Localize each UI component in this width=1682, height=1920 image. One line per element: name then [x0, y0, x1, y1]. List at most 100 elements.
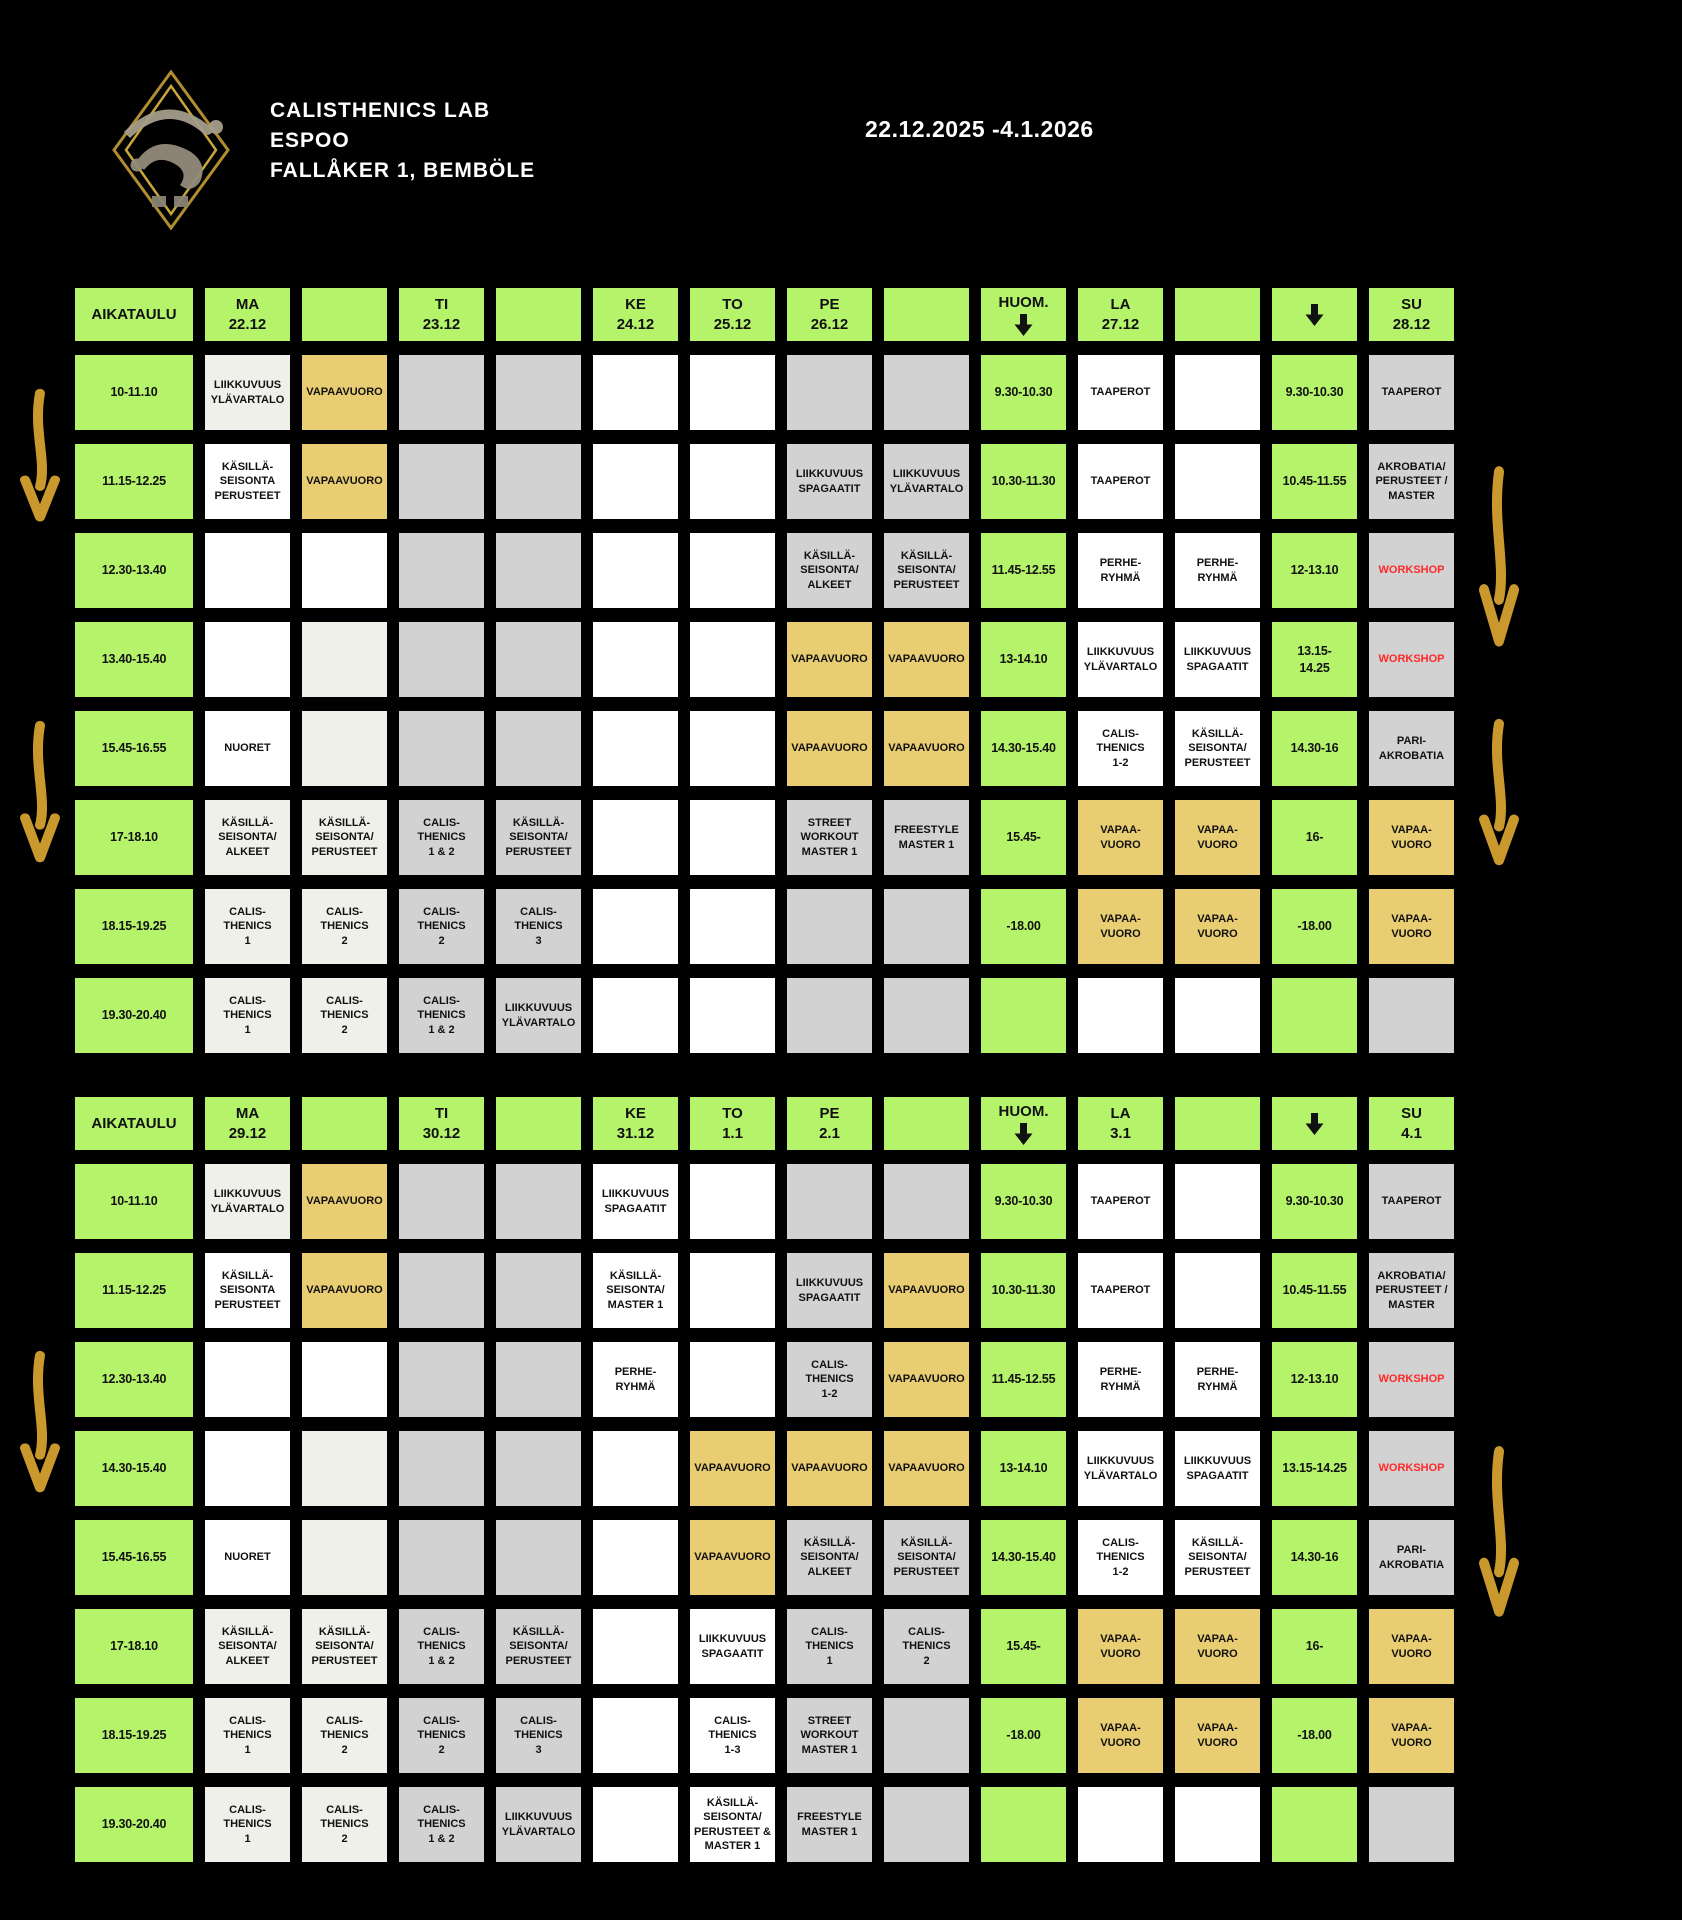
schedule-cell-ma: KÄSILLÄ- SEISONTA/ ALKEET: [205, 1609, 290, 1684]
time-slot: 15.45-16.55: [75, 711, 193, 786]
schedule-cell-la-b: PERHE- RYHMÄ: [1175, 1342, 1260, 1417]
schedule-cell-su: VAPAA- VUORO: [1369, 889, 1454, 964]
schedule-cell-ma-b: KÄSILLÄ- SEISONTA/ PERUSTEET: [302, 800, 387, 875]
schedule-cell-pe: LIIKKUVUUS SPAGAATIT: [787, 444, 872, 519]
schedule-cell-ti: [399, 1253, 484, 1328]
schedule-cell-pe-b: VAPAAVUORO: [884, 1431, 969, 1506]
schedule-cell-ti-b: [496, 1342, 581, 1417]
schedule-cell-pe-b: [884, 1787, 969, 1862]
schedule-cell-huom-time: -18.00: [981, 1698, 1066, 1773]
schedule-cell-la: VAPAA- VUORO: [1078, 1698, 1163, 1773]
schedule-cell-ti: [399, 1431, 484, 1506]
down-arrow-icon: [1014, 313, 1033, 336]
schedule-cell-arrow-time: 9.30-10.30: [1272, 355, 1357, 430]
schedule-cell-ti-b: [496, 1520, 581, 1595]
schedule-cell-su: [1369, 978, 1454, 1053]
schedule-cell-ti-b: LIIKKUVUUS YLÄVARTALO: [496, 1787, 581, 1862]
schedule-cell-ma: KÄSILLÄ- SEISONTA PERUSTEET: [205, 1253, 290, 1328]
schedule-cell-pe: [787, 355, 872, 430]
acrobats-figure: [124, 109, 223, 207]
schedule-cell-ma: [205, 533, 290, 608]
schedule-cell-ke: KÄSILLÄ- SEISONTA/ MASTER 1: [593, 1253, 678, 1328]
day-header-spacer-4: [1175, 288, 1260, 341]
schedule-cell-huom-time: 14.30-15.40: [981, 1520, 1066, 1595]
schedule-cell-su: PARI- AKROBATIA: [1369, 1520, 1454, 1595]
schedule-cell-la: TAAPEROT: [1078, 355, 1163, 430]
schedule-cell-ma-b: CALIS- THENICS 2: [302, 1787, 387, 1862]
title-line-2: ESPOO: [270, 129, 350, 152]
day-header-su: SU 4.1: [1369, 1097, 1454, 1150]
schedule-cell-ma: CALIS- THENICS 1: [205, 1787, 290, 1862]
schedule-cell-pe: [787, 978, 872, 1053]
schedule-cell-arrow-time: 16-: [1272, 1609, 1357, 1684]
time-slot: 12.30-13.40: [75, 1342, 193, 1417]
schedule-cell-ma: [205, 1431, 290, 1506]
schedule-cell-la-b: KÄSILLÄ- SEISONTA/ PERUSTEET: [1175, 1520, 1260, 1595]
schedule-cell-ma-b: [302, 1520, 387, 1595]
schedule-cell-pe-b: VAPAAVUORO: [884, 1342, 969, 1417]
down-arrow-icon: [1305, 1113, 1324, 1135]
schedule-cell-su: WORKSHOP: [1369, 1342, 1454, 1417]
schedule-cell-la-b: VAPAA- VUORO: [1175, 889, 1260, 964]
schedule-cell-pe: VAPAAVUORO: [787, 1431, 872, 1506]
time-slot: 19.30-20.40: [75, 1787, 193, 1862]
time-slot: 11.15-12.25: [75, 1253, 193, 1328]
calisthenics-lab-logo: [112, 70, 230, 230]
day-header-spacer-2: [496, 288, 581, 341]
schedule-cell-ma: CALIS- THENICS 1: [205, 889, 290, 964]
schedule-cell-ma-b: VAPAAVUORO: [302, 1253, 387, 1328]
schedule-cell-la-b: PERHE- RYHMÄ: [1175, 533, 1260, 608]
schedule-cell-pe-b: KÄSILLÄ- SEISONTA/ PERUSTEET: [884, 1520, 969, 1595]
schedule-cell-la: PERHE- RYHMÄ: [1078, 533, 1163, 608]
day-header-ti: TI 23.12: [399, 288, 484, 341]
schedule-cell-pe: VAPAAVUORO: [787, 622, 872, 697]
schedule-cell-ti: CALIS- THENICS 1 & 2: [399, 1787, 484, 1862]
schedule-cell-la: LIIKKUVUUS YLÄVARTALO: [1078, 1431, 1163, 1506]
title-line-3: FALLÅKER 1, BEMBÖLE: [270, 159, 536, 182]
down-arrow-icon: [1305, 304, 1324, 326]
day-header-huom: HUOM.: [981, 288, 1066, 341]
schedule-cell-arrow-time: 14.30-16: [1272, 1520, 1357, 1595]
schedule-cell-su: VAPAA- VUORO: [1369, 800, 1454, 875]
day-header-la: LA 3.1: [1078, 1097, 1163, 1150]
schedule-cell-ma: LIIKKUVUUS YLÄVARTALO: [205, 355, 290, 430]
day-header-to: TO 25.12: [690, 288, 775, 341]
schedule-cell-arrow-time: 10.45-11.55: [1272, 444, 1357, 519]
decorative-gold-arrow: [1479, 466, 1519, 647]
schedule-cell-ti-b: CALIS- THENICS 3: [496, 889, 581, 964]
day-header-ma: MA 22.12: [205, 288, 290, 341]
day-header-aikataulu: AIKATAULU: [75, 1097, 193, 1150]
schedule-cell-ke: [593, 800, 678, 875]
schedule-cell-pe-b: LIIKKUVUUS YLÄVARTALO: [884, 444, 969, 519]
schedule-cell-ke: [593, 889, 678, 964]
page-title: CALISTHENICS LAB ESPOO FALLÅKER 1, BEMBÖ…: [270, 96, 535, 186]
schedule-cell-arrow-time: 16-: [1272, 800, 1357, 875]
schedule-cell-la-b: LIIKKUVUUS SPAGAATIT: [1175, 1431, 1260, 1506]
schedule-cell-pe: KÄSILLÄ- SEISONTA/ ALKEET: [787, 1520, 872, 1595]
schedule-cell-la-b: [1175, 1787, 1260, 1862]
time-slot: 12.30-13.40: [75, 533, 193, 608]
schedule-cell-ke: [593, 355, 678, 430]
schedule-cell-ti: [399, 711, 484, 786]
schedule-cell-ke: [593, 1520, 678, 1595]
schedule-cell-to: [690, 1342, 775, 1417]
schedule-cell-la-b: [1175, 978, 1260, 1053]
schedule-cell-to: KÄSILLÄ- SEISONTA/ PERUSTEET & MASTER 1: [690, 1787, 775, 1862]
schedule-cell-pe-b: [884, 1698, 969, 1773]
schedule-cell-ti: [399, 1520, 484, 1595]
schedule-cell-ma: NUORET: [205, 1520, 290, 1595]
time-slot: 15.45-16.55: [75, 1520, 193, 1595]
schedule-cell-ke: LIIKKUVUUS SPAGAATIT: [593, 1164, 678, 1239]
schedule-cell-arrow-time: 12-13.10: [1272, 533, 1357, 608]
schedule-cell-ti-b: [496, 533, 581, 608]
schedule-cell-su: AKROBATIA/ PERUSTEET / MASTER: [1369, 1253, 1454, 1328]
time-slot: 17-18.10: [75, 1609, 193, 1684]
schedule-cell-huom-time: 15.45-: [981, 1609, 1066, 1684]
decorative-gold-arrow: [20, 1350, 60, 1493]
schedule-cell-la-b: VAPAA- VUORO: [1175, 800, 1260, 875]
schedule-cell-ti: [399, 622, 484, 697]
week-1-grid: AIKATAULU MA 22.12 TI 23.12 KE 24.12 TO 25.12 PE 2…: [75, 288, 1454, 1053]
schedule-cell-la: CALIS- THENICS 1-2: [1078, 1520, 1163, 1595]
schedule-cell-pe-b: FREESTYLE MASTER 1: [884, 800, 969, 875]
schedule-cell-la-b: [1175, 444, 1260, 519]
